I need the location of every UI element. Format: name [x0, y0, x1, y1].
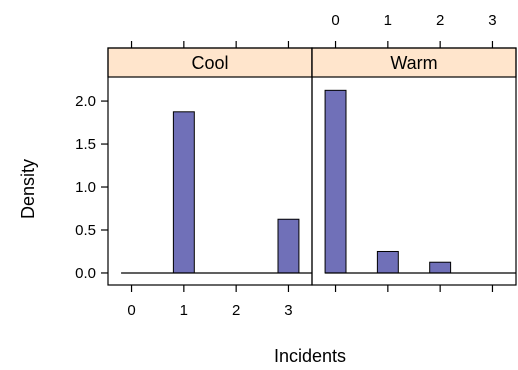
strip-cool	[107, 47, 313, 78]
y-tick-label-0: 0.0	[75, 265, 96, 282]
frame-warm	[311, 47, 517, 286]
y-tick-label-2: 1.0	[75, 179, 96, 196]
x-tick-label-top-1: 1	[384, 12, 392, 29]
x-tick-label-top-2: 2	[436, 12, 444, 29]
x-axis-title: Incidents	[274, 346, 346, 366]
strip-label-cool: Cool	[191, 53, 228, 73]
panel-warm: Warm	[311, 47, 517, 286]
panel-cool: Cool	[107, 47, 313, 286]
y-tick-label-4: 2.0	[75, 93, 96, 110]
bar-warm-0	[324, 89, 347, 274]
bar-warm-2	[429, 261, 452, 274]
x-tick-label-bottom-1: 1	[180, 302, 188, 319]
x-tick-label-bottom-0: 0	[127, 302, 135, 319]
x-tick-label-top-3: 3	[488, 12, 496, 29]
axes-group: 0 1 2 3 0 1 2 3 0.0 0.5 1.0 1.5 2.0	[75, 12, 496, 319]
panels-group: Cool Warm	[107, 47, 517, 286]
bar-cool-3	[277, 218, 300, 274]
y-tick-label-1: 0.5	[75, 222, 96, 239]
bar-cool-1	[172, 111, 195, 274]
x-tick-label-top-0: 0	[331, 12, 339, 29]
strip-label-warm: Warm	[390, 53, 437, 73]
y-tick-label-3: 1.5	[75, 136, 96, 153]
x-tick-label-bottom-2: 2	[232, 302, 240, 319]
y-axis-title: Density	[18, 159, 38, 219]
x-tick-label-bottom-3: 3	[284, 302, 292, 319]
bar-warm-1	[376, 250, 399, 274]
